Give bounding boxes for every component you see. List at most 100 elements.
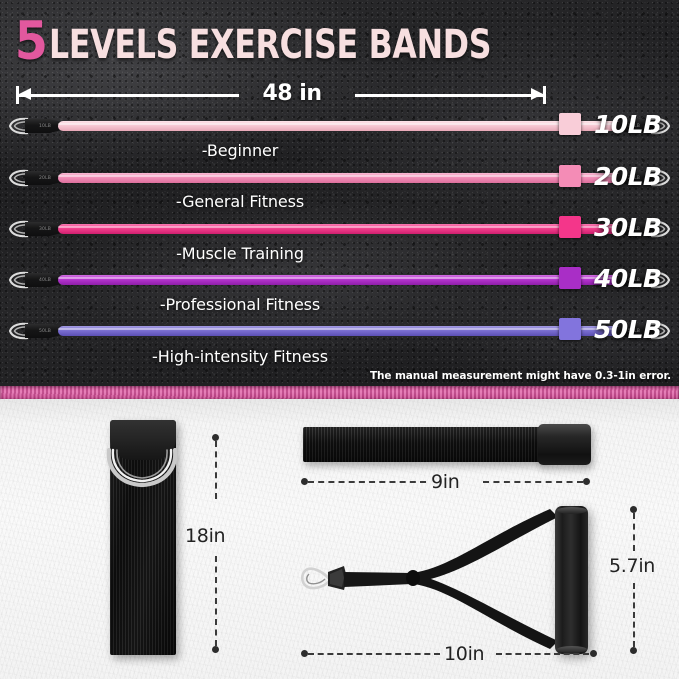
resistance-band-tube [58, 173, 621, 183]
band-ferrule-right: 40LB [614, 272, 654, 288]
dimension-dot-left [301, 650, 308, 657]
carabiner-clip-right-icon [648, 269, 672, 291]
carabiner-clip-right-icon [648, 115, 672, 137]
dimension-dot-bottom [630, 647, 637, 654]
door-anchor-strap [103, 420, 181, 655]
level-caption: -Professional Fitness [159, 295, 321, 314]
carabiner-clip-icon [7, 320, 31, 342]
band-row: 10LB 10LB [0, 108, 679, 144]
band-row: 20LB 20LB [0, 160, 679, 196]
handle-width-label: 10in [444, 643, 485, 665]
dimension-line-left [308, 653, 440, 655]
band-ferrule-left: 30LB [25, 221, 65, 237]
arrow-left-icon [19, 88, 31, 100]
band-length-label: 48 in [262, 81, 322, 106]
ferrule-weight-text: 20LB [38, 175, 52, 181]
ferrule-weight-text-right: 30LB [627, 226, 641, 232]
ankle-strap [303, 424, 591, 465]
ankle-strap-length-label: 9in [431, 471, 460, 493]
resistance-band-tube [58, 224, 621, 234]
dimension-dot-top [212, 434, 219, 441]
level-caption: -General Fitness [175, 192, 305, 211]
dimension-tick-left [16, 86, 19, 104]
dimension-dot-bottom [212, 646, 219, 653]
weight-label: 20LB [594, 161, 662, 191]
band-ferrule-left: 20LB [25, 170, 65, 186]
level-caption: -High-intensity Fitness [152, 347, 328, 366]
band-length-dimension: 48 in [16, 81, 546, 106]
weight-legend-item: 40LB [552, 260, 679, 296]
ferrule-weight-text: 30LB [38, 226, 52, 232]
dimension-tick-right [543, 86, 546, 104]
band-ferrule-right: 10LB [614, 118, 654, 134]
ferrule-weight-text-right: 50LB [627, 328, 641, 334]
page-title-text: LEVELS EXERCISE BANDS [48, 21, 492, 69]
dimension-dot-right [590, 650, 597, 657]
foam-handle [300, 500, 620, 660]
weight-label: 10LB [594, 109, 662, 139]
carabiner-clip-icon [7, 269, 31, 291]
color-swatch [559, 267, 581, 289]
weight-label: 30LB [594, 212, 662, 242]
weight-label: 40LB [594, 263, 662, 293]
band-ferrule-left: 40LB [25, 272, 65, 288]
ferrule-weight-text-right: 10LB [627, 123, 641, 129]
weight-label: 50LB [594, 314, 662, 344]
arrow-right-icon [531, 88, 543, 100]
band-ferrule-left: 50LB [25, 323, 65, 339]
band-ferrule-right: 50LB [614, 323, 654, 339]
anchor-length-label: 18in [185, 525, 226, 547]
section-divider [0, 386, 679, 399]
page-title: 5 LEVELS EXERCISE BANDS [13, 11, 524, 72]
weight-legend-item: 20LB [552, 158, 679, 194]
color-swatch [559, 216, 581, 238]
dimension-line-upper [215, 441, 217, 499]
dimension-dot-left [301, 478, 308, 485]
level-caption: -Beginner [201, 141, 279, 160]
anchor-fold [110, 420, 176, 460]
ankle-strap-webbing [303, 427, 543, 462]
resistance-band-tube [58, 121, 621, 131]
carabiner-clip-right-icon [648, 320, 672, 342]
carabiner-clip-right-icon [648, 218, 672, 240]
carabiner-clip-right-icon [648, 167, 672, 189]
carabiner-clip-icon [7, 167, 31, 189]
weight-legend-item: 10LB [552, 106, 679, 142]
ankle-strap-cuff [538, 424, 591, 465]
band-ferrule-right: 30LB [614, 221, 654, 237]
measurement-disclaimer: The manual measurement might have 0.3-1i… [369, 370, 671, 382]
band-row: 40LB 40LB [0, 262, 679, 298]
band-ferrule-left: 10LB [25, 118, 65, 134]
dimension-dot-top [630, 506, 637, 513]
carabiner-clip-icon [7, 115, 31, 137]
level-count-number: 5 [14, 11, 48, 72]
handle-grip [555, 506, 588, 654]
dimension-line-left [308, 481, 426, 483]
dimension-line-left [19, 94, 239, 97]
level-caption: -Muscle Training [176, 244, 304, 263]
carabiner-clip-icon [300, 567, 332, 590]
color-swatch [559, 165, 581, 187]
dimension-line-right [483, 481, 583, 483]
band-row: 30LB 30LB [0, 211, 679, 247]
handle-height-label: 5.7in [609, 555, 656, 577]
weight-legend-item: 30LB [552, 209, 679, 245]
dimension-dot-right [583, 478, 590, 485]
band-row: 50LB 50LB [0, 313, 679, 349]
resistance-band-tube [58, 275, 621, 285]
color-swatch [559, 318, 581, 340]
ferrule-weight-text-right: 20LB [627, 175, 641, 181]
d-ring-icon [103, 448, 181, 488]
dimension-line-lower [633, 583, 635, 647]
handle-strap [300, 509, 558, 649]
dimension-line-right [355, 94, 543, 97]
carabiner-clip-icon [7, 218, 31, 240]
weight-legend-item: 50LB [552, 311, 679, 347]
color-swatch [559, 113, 581, 135]
resistance-band-tube [58, 326, 621, 336]
ferrule-weight-text: 50LB [38, 328, 52, 334]
band-ferrule-right: 20LB [614, 170, 654, 186]
ferrule-weight-text-right: 40LB [627, 277, 641, 283]
dimension-line-right [496, 653, 589, 655]
ferrule-weight-text: 10LB [38, 123, 52, 129]
